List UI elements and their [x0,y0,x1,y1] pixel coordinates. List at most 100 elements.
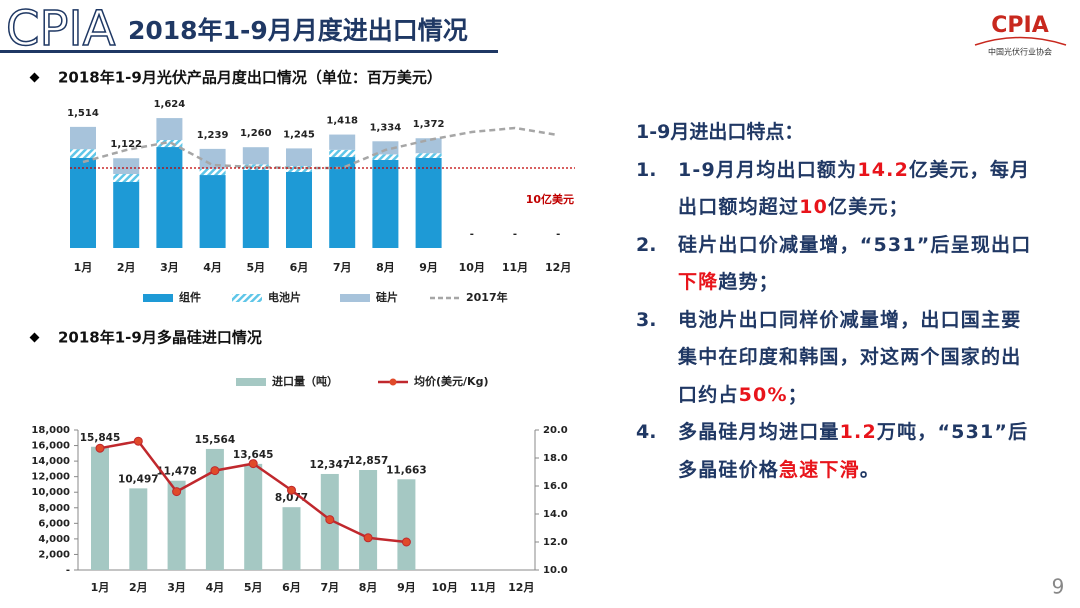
x-tick-label: 12月 [545,261,571,274]
bar-segment [329,134,356,150]
org-logo-arc [974,36,1067,46]
bar-segment [156,118,183,140]
y-tick-label: 8,000 [38,503,70,514]
bar [91,446,109,570]
note-text: 多晶硅月均进口量1.2万吨，“531”后多晶硅价格急速下滑。 [678,414,1040,489]
y2-tick-label: 18.0 [543,453,568,464]
note-segment: 硅片出口价减量增，“531”后呈现出口 [678,233,1032,256]
total-label: 1,122 [110,139,142,150]
note-number: 4. [636,421,657,443]
bullet [29,332,40,343]
x-tick-label: 3月 [160,261,179,274]
bar-segment [415,138,442,154]
highlight-text: 急速下滑 [779,458,860,481]
total-label: 1,334 [370,122,402,133]
note-segment: ； [787,383,808,406]
x-tick-label: 4月 [206,581,225,594]
bar-segment [286,172,312,248]
x-tick-label: 2月 [117,261,136,274]
y2-tick-label: 16.0 [543,481,568,492]
y-tick-label: 18,000 [31,425,70,436]
bar [359,470,378,570]
data-label: 15,564 [195,434,236,446]
line-marker [287,485,296,495]
y-tick-label: 12,000 [31,472,70,483]
note-text: 1-9月月均出口额为14.2亿美元，每月出口额均超过10亿美元； [678,152,1040,227]
legend-swatch [340,294,370,302]
bar [244,463,263,570]
y-tick-label: - [66,565,70,576]
bar-segment [372,141,399,155]
y-tick-label: 16,000 [31,441,70,452]
y2-tick-label: 20.0 [543,425,568,436]
total-label: 1,372 [413,119,445,130]
y2-tick-label: 10.0 [543,565,568,576]
note-segment: 趋势； [718,271,780,293]
bar [282,507,301,570]
x-tick-label: 12月 [508,581,534,594]
bar-segment [156,147,183,248]
bar-segment [329,149,356,158]
note-segment: 万吨，“531”后多晶硅价格 [678,421,1029,481]
highlight-text: 1.2 [839,421,877,443]
legend-swatch [232,294,262,302]
x-tick-label: 11月 [502,261,528,274]
x-tick-label: 10月 [432,581,458,594]
x-tick-label: 7月 [320,581,339,594]
legend-label: 硅片 [376,290,398,304]
bar-segment [329,157,356,248]
highlight-text: 14.2 [857,158,910,181]
note-segment: 。 [859,458,881,481]
note-text: 硅片出口价减量增，“531”后呈现出口下降趋势； [678,227,1040,302]
title-underline [0,50,498,53]
org-logo: CPIA [991,13,1048,38]
bar-segment [415,153,442,158]
bar [205,448,224,570]
total-label: - [556,229,560,240]
note-item: 3. 电池片出口同样价减量增，出口国主要集中在印度和韩国，对这两个国家的出口约占5… [636,302,1056,415]
data-label: 11,663 [386,464,427,476]
x-tick-label: 1月 [74,261,93,274]
y-tick-label: 4,000 [38,534,70,545]
total-label: - [513,229,517,240]
x-tick-label: 9月 [419,261,438,274]
x-tick-label: 4月 [203,261,222,274]
bar-segment [415,158,442,248]
bar-segment [242,170,269,248]
y-tick-label: 10,000 [31,487,70,498]
legend-swatch [236,378,266,386]
y-tick-label: 2,000 [38,549,70,560]
highlight-text: 下降 [678,271,719,293]
note-number: 2. [636,233,657,256]
bar-segment [199,175,226,248]
total-label: 1,239 [197,130,229,141]
data-label: 10,497 [118,473,159,485]
logo: CPIA [6,1,116,57]
legend-label: 均价(美元/Kg) [414,374,488,388]
bar-segment [70,126,96,150]
x-tick-label: 6月 [290,261,309,274]
y2-tick-label: 14.0 [543,509,568,520]
data-label: 12,857 [348,455,389,467]
data-label: 13,645 [233,449,274,461]
total-label: 1,624 [154,99,186,110]
bar-segment [70,158,96,248]
x-tick-label: 5月 [244,581,263,594]
x-tick-label: 8月 [359,581,378,594]
legend-swatch [143,294,173,302]
note-segment: 多晶硅月均进口量 [678,421,840,443]
bar [129,488,148,570]
note-segment: 亿美元，每月出口额均超过 [678,158,1031,219]
highlight-text: 10 [799,196,829,218]
legend-label: 组件 [179,290,201,304]
chart-title: 2018年1-9月光伏产品月度出口情况（单位：百万美元） [58,69,442,87]
x-tick-label: 9月 [397,581,416,594]
total-label: - [470,229,474,240]
line-marker [248,459,258,469]
line-marker [210,466,220,476]
bar-segment [156,140,183,148]
note-item: 2. 硅片出口价减量增，“531”后呈现出口下降趋势； [636,227,1056,302]
x-tick-label: 5月 [246,261,265,274]
data-label: 12,347 [310,459,351,471]
